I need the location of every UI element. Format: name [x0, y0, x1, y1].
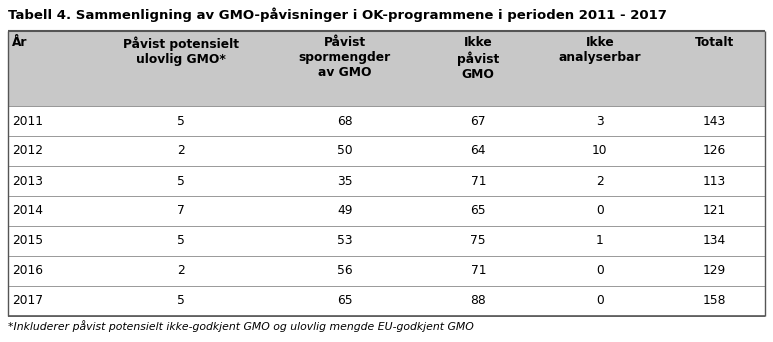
- Text: 65: 65: [337, 294, 352, 307]
- Text: 0: 0: [596, 205, 604, 218]
- Text: År: År: [12, 36, 28, 49]
- Text: 35: 35: [337, 174, 352, 187]
- Text: 158: 158: [703, 294, 727, 307]
- Text: 0: 0: [596, 264, 604, 277]
- Text: Ikke
påvist
GMO: Ikke påvist GMO: [457, 36, 499, 81]
- Text: 2017: 2017: [12, 294, 43, 307]
- Bar: [8, 31, 765, 106]
- Text: 56: 56: [337, 264, 352, 277]
- Text: 2015: 2015: [12, 235, 43, 248]
- Text: 2012: 2012: [12, 145, 43, 158]
- Text: 2014: 2014: [12, 205, 43, 218]
- Text: 88: 88: [471, 294, 486, 307]
- Text: Ikke
analyserbar: Ikke analyserbar: [558, 36, 641, 64]
- Text: Tabell 4. Sammenligning av GMO-påvisninger i OK-programmene i perioden 2011 - 20: Tabell 4. Sammenligning av GMO-påvisning…: [8, 7, 667, 22]
- Bar: [8, 136, 765, 166]
- Text: Påvist
spormengder
av GMO: Påvist spormengder av GMO: [299, 36, 391, 79]
- Text: 2: 2: [177, 145, 185, 158]
- Text: 2: 2: [177, 264, 185, 277]
- Text: 64: 64: [471, 145, 486, 158]
- Text: 50: 50: [337, 145, 352, 158]
- Text: 67: 67: [471, 115, 486, 128]
- Text: 3: 3: [596, 115, 604, 128]
- Text: 0: 0: [596, 294, 604, 307]
- Text: 75: 75: [471, 235, 486, 248]
- Text: 1: 1: [596, 235, 604, 248]
- Bar: [8, 286, 765, 316]
- Text: 10: 10: [592, 145, 608, 158]
- Text: 126: 126: [703, 145, 727, 158]
- Text: 53: 53: [337, 235, 352, 248]
- Text: 71: 71: [471, 174, 486, 187]
- Text: 134: 134: [703, 235, 727, 248]
- Text: 113: 113: [703, 174, 727, 187]
- Text: 5: 5: [177, 235, 185, 248]
- Text: 5: 5: [177, 294, 185, 307]
- Text: 2013: 2013: [12, 174, 43, 187]
- Text: Totalt: Totalt: [695, 36, 734, 49]
- Bar: [8, 226, 765, 256]
- Text: 71: 71: [471, 264, 486, 277]
- Text: 129: 129: [703, 264, 727, 277]
- Text: *Inkluderer påvist potensielt ikke-godkjent GMO og ulovlig mengde EU-godkjent GM: *Inkluderer påvist potensielt ikke-godkj…: [8, 320, 474, 332]
- Text: 5: 5: [177, 115, 185, 128]
- Text: 68: 68: [337, 115, 352, 128]
- Text: 143: 143: [703, 115, 727, 128]
- Text: 2011: 2011: [12, 115, 43, 128]
- Text: 65: 65: [471, 205, 486, 218]
- Bar: [8, 166, 765, 196]
- Text: 5: 5: [177, 174, 185, 187]
- Text: 2016: 2016: [12, 264, 43, 277]
- Text: 121: 121: [703, 205, 727, 218]
- Text: 2: 2: [596, 174, 604, 187]
- Bar: [8, 106, 765, 136]
- Text: 7: 7: [177, 205, 185, 218]
- Text: 49: 49: [337, 205, 352, 218]
- Text: Påvist potensielt
ulovlig GMO*: Påvist potensielt ulovlig GMO*: [123, 36, 239, 66]
- Bar: [8, 256, 765, 286]
- Bar: [8, 196, 765, 226]
